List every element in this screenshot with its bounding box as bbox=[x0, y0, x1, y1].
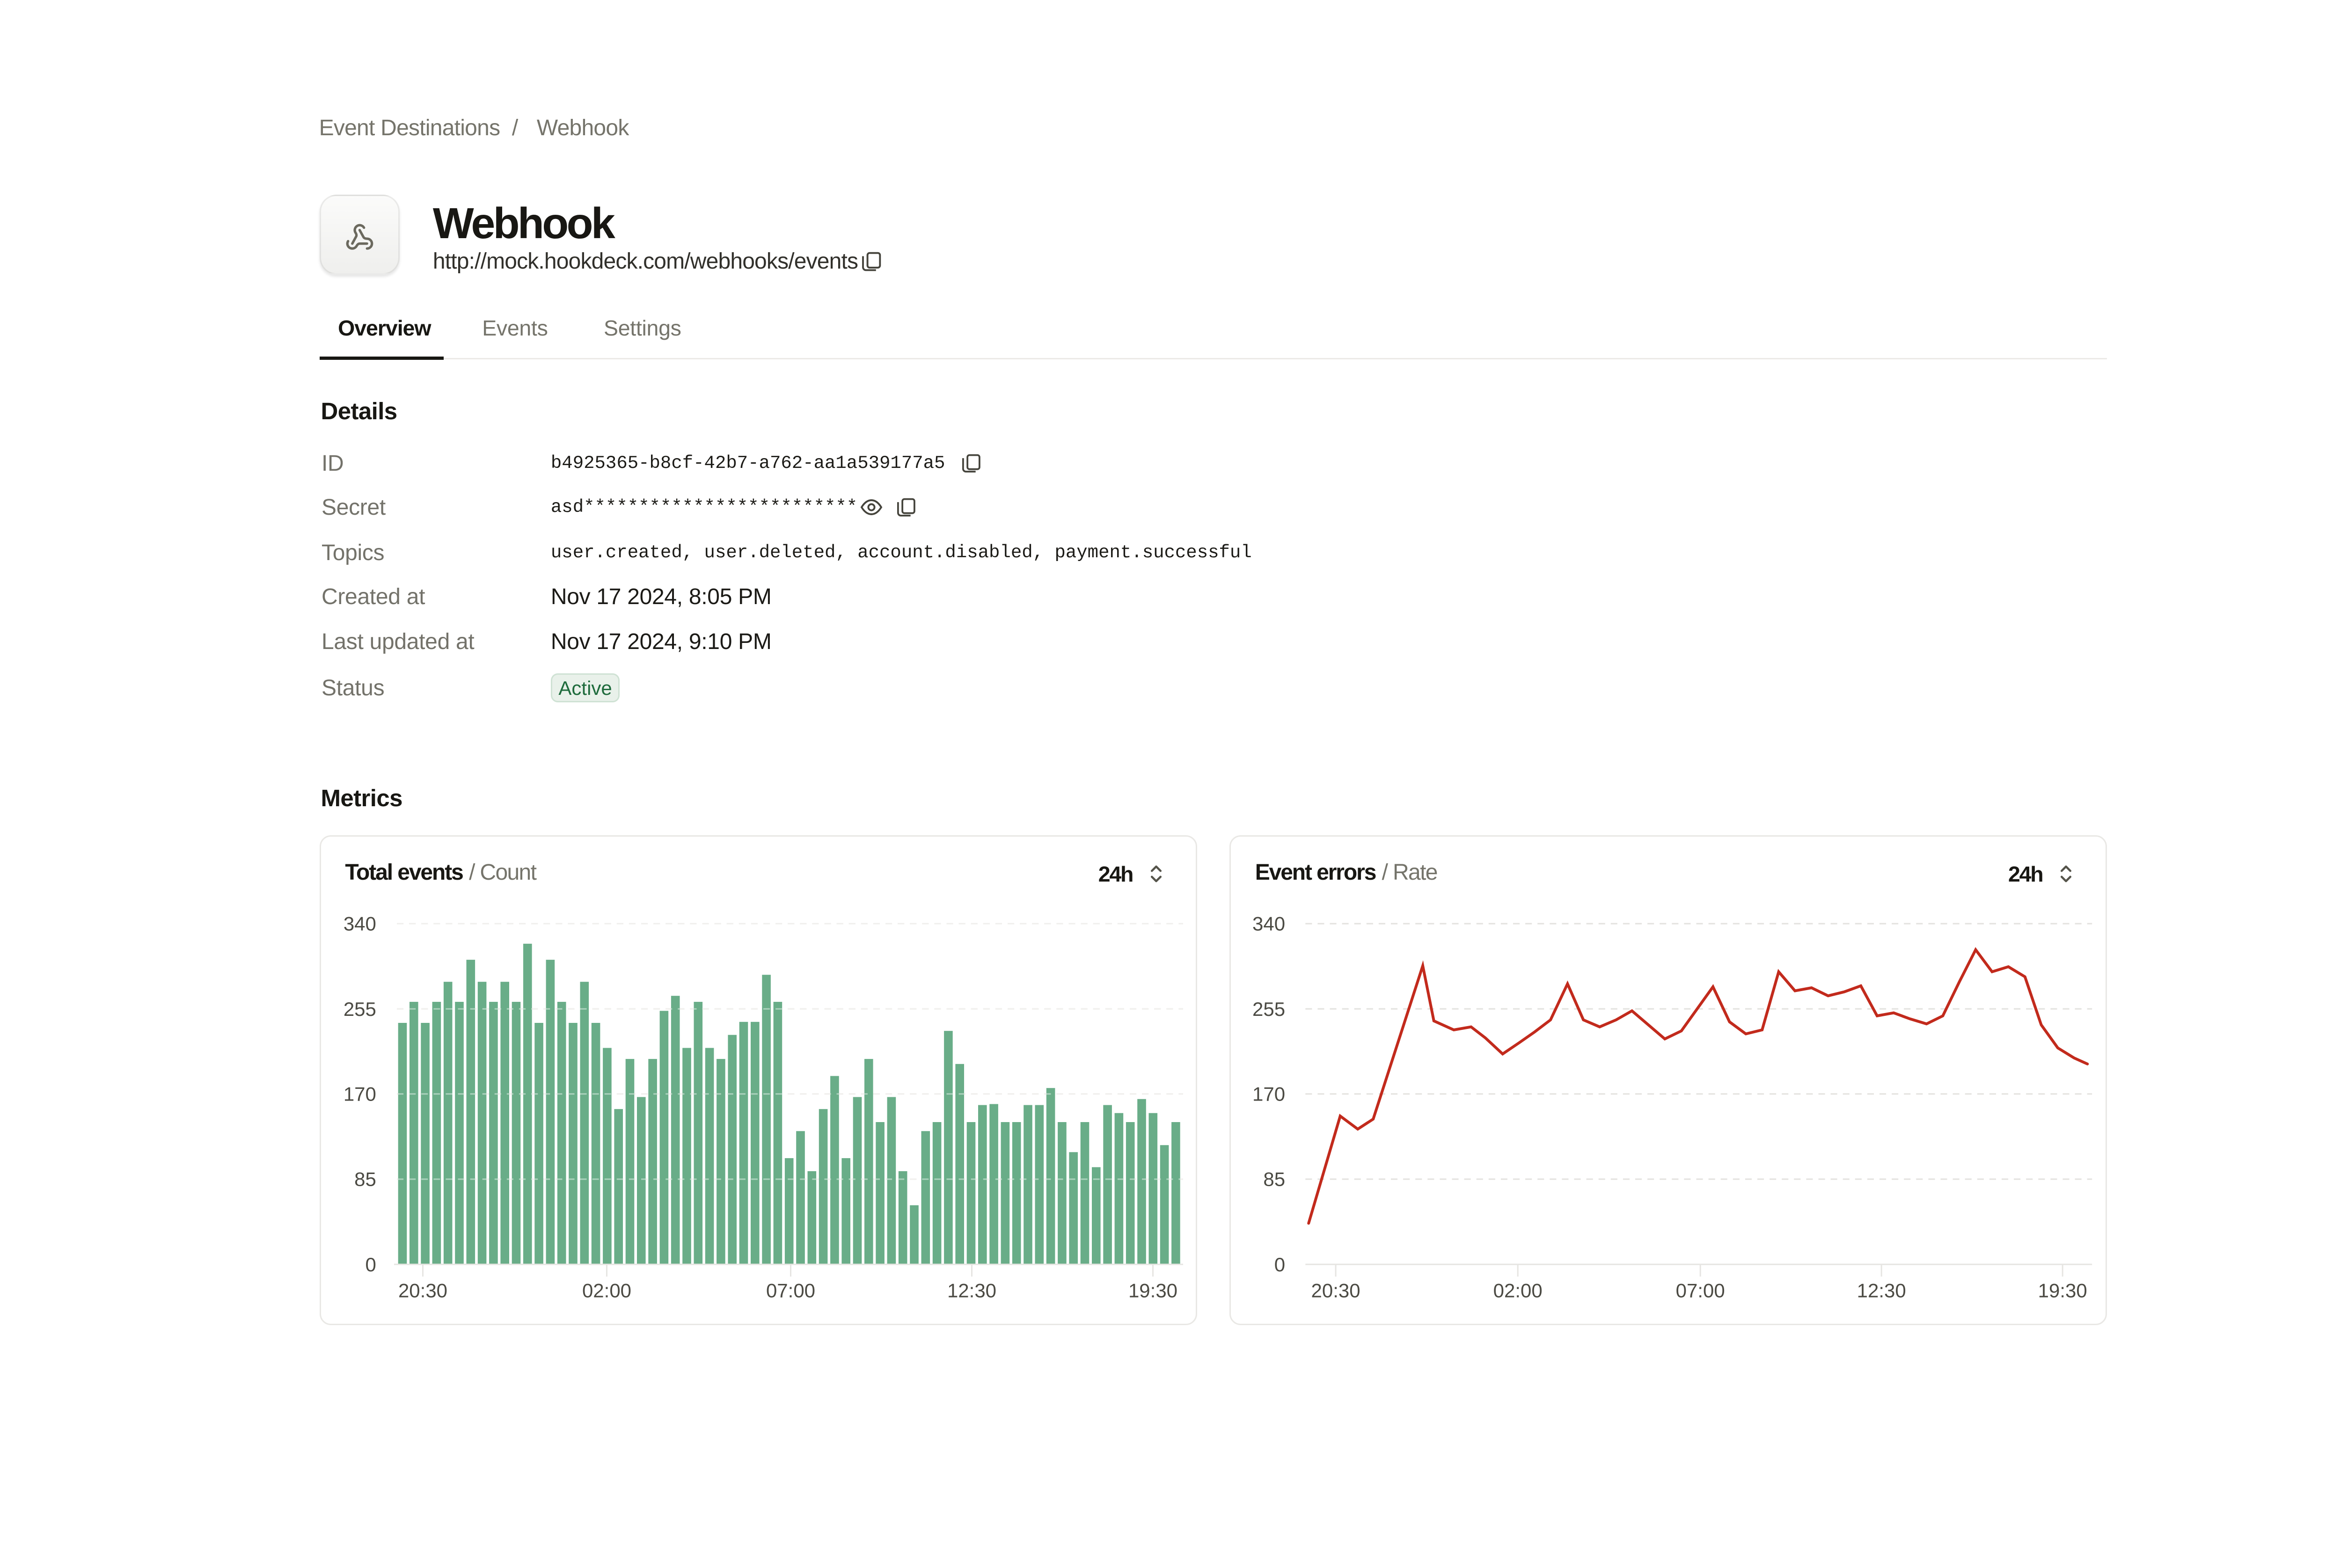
svg-text:340: 340 bbox=[1252, 913, 1285, 935]
svg-text:85: 85 bbox=[1263, 1168, 1285, 1190]
svg-text:20:30: 20:30 bbox=[398, 1280, 447, 1302]
svg-text:02:00: 02:00 bbox=[582, 1280, 631, 1302]
svg-text:340: 340 bbox=[343, 913, 376, 935]
svg-text:170: 170 bbox=[1252, 1083, 1285, 1105]
svg-text:02:00: 02:00 bbox=[1493, 1280, 1542, 1302]
svg-text:07:00: 07:00 bbox=[1675, 1280, 1725, 1302]
svg-text:19:30: 19:30 bbox=[2038, 1280, 2087, 1302]
svg-text:20:30: 20:30 bbox=[1311, 1280, 1360, 1302]
svg-text:0: 0 bbox=[1274, 1254, 1285, 1276]
svg-text:12:30: 12:30 bbox=[947, 1280, 996, 1302]
svg-text:85: 85 bbox=[354, 1168, 376, 1190]
svg-text:255: 255 bbox=[1252, 998, 1285, 1020]
svg-text:255: 255 bbox=[343, 998, 376, 1020]
svg-text:07:00: 07:00 bbox=[766, 1280, 815, 1302]
svg-text:12:30: 12:30 bbox=[1857, 1280, 1906, 1302]
svg-text:0: 0 bbox=[365, 1254, 376, 1276]
svg-text:170: 170 bbox=[343, 1083, 376, 1105]
svg-text:19:30: 19:30 bbox=[1128, 1280, 1177, 1302]
